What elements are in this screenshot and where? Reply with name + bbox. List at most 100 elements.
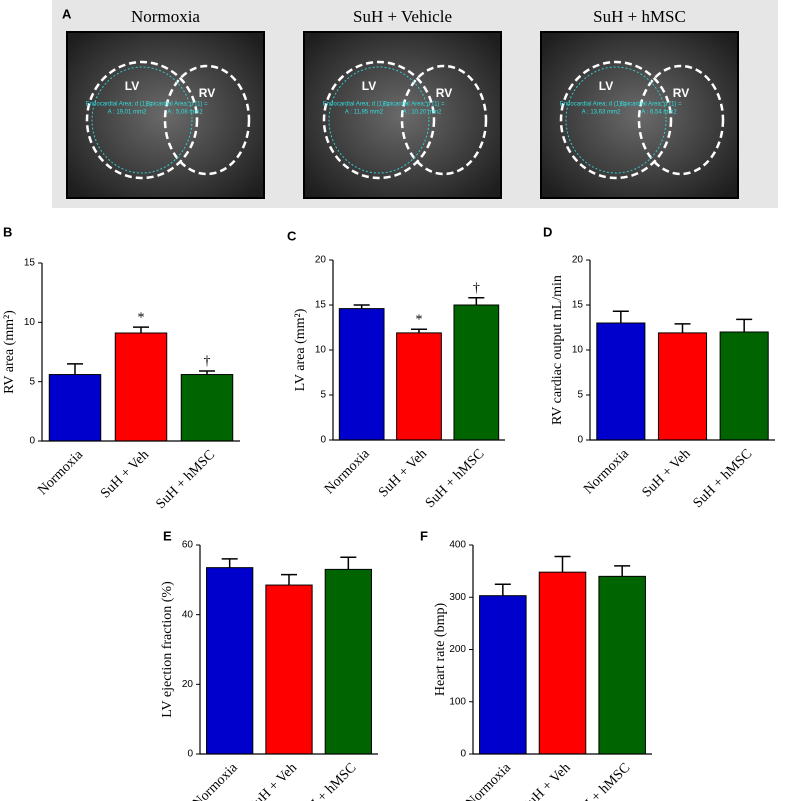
image-title: SuH + hMSC bbox=[593, 7, 686, 26]
y-tick-label: 0 bbox=[577, 435, 583, 446]
panel-label: A bbox=[62, 6, 72, 21]
x-tick-label: SuH + hMSC bbox=[423, 446, 488, 511]
y-tick-label: 400 bbox=[449, 540, 466, 551]
x-tick-label: SuH + hMSC bbox=[691, 446, 756, 511]
y-tick-label: 20 bbox=[572, 255, 584, 266]
measurement-note: Endocardial Area; d (1) = bbox=[560, 102, 627, 108]
significance-mark: † bbox=[473, 281, 480, 296]
measurement-note: A : 11,95 mm2 bbox=[345, 110, 384, 116]
y-tick-label: 0 bbox=[320, 435, 326, 446]
lv-outline bbox=[559, 60, 673, 180]
y-tick-label: 10 bbox=[24, 317, 36, 328]
lv-outline bbox=[85, 60, 199, 180]
error-bar bbox=[468, 297, 485, 305]
measurement-note: A : 13,63 mm2 bbox=[582, 110, 621, 116]
x-tick-label: SuH + hMSC bbox=[569, 760, 634, 801]
bar bbox=[453, 304, 500, 441]
error-bar bbox=[674, 323, 691, 333]
rv-outline bbox=[163, 64, 251, 176]
y-tick-label: 0 bbox=[187, 749, 193, 760]
y-tick-label: 0 bbox=[460, 749, 466, 760]
error-bar bbox=[411, 328, 427, 333]
y-tick-label: 5 bbox=[29, 376, 35, 387]
measurement-note: A : 6,54 mm2 bbox=[641, 110, 677, 116]
y-tick-label: 5 bbox=[577, 390, 583, 401]
chamber-label: LV bbox=[125, 79, 139, 93]
measurement-note: Epicardial Area; d (1) = bbox=[383, 102, 445, 108]
bar bbox=[180, 374, 234, 442]
chamber-label: LV bbox=[362, 79, 376, 93]
rv-outline bbox=[637, 64, 725, 176]
y-axis-label: Heart rate (bmp) bbox=[433, 603, 448, 697]
chamber-label: LV bbox=[599, 79, 613, 93]
image-title: SuH + Vehicle bbox=[353, 7, 452, 26]
chamber-label: RV bbox=[436, 86, 452, 100]
bar bbox=[657, 332, 708, 441]
y-tick-label: 100 bbox=[449, 696, 466, 707]
error-bar bbox=[67, 363, 83, 375]
y-tick-label: 5 bbox=[320, 390, 326, 401]
error-bar bbox=[221, 558, 238, 568]
y-tick-label: 10 bbox=[572, 345, 584, 356]
panel-label: C bbox=[287, 228, 297, 243]
axis-line bbox=[41, 263, 240, 442]
x-tick-label: Normoxia bbox=[581, 446, 632, 497]
x-tick-label: SuH + Veh bbox=[640, 446, 694, 500]
measurement-note: Endocardial Area; d (1) = bbox=[86, 102, 153, 108]
x-tick-label: Normoxia bbox=[190, 760, 241, 801]
error-bar bbox=[614, 565, 631, 577]
panel-label: D bbox=[543, 224, 552, 239]
y-axis-label: RV cardiac output mL/min bbox=[550, 275, 565, 425]
significance-mark: † bbox=[204, 354, 211, 369]
lv-trace bbox=[91, 66, 193, 174]
error-bar bbox=[199, 370, 215, 375]
lv-outline bbox=[322, 60, 436, 180]
y-tick-label: 20 bbox=[182, 679, 194, 690]
error-bar bbox=[554, 555, 571, 573]
bar bbox=[598, 575, 646, 755]
bar bbox=[596, 322, 646, 441]
axis-line bbox=[589, 260, 775, 441]
y-tick-label: 60 bbox=[182, 540, 194, 551]
error-bar bbox=[133, 326, 149, 334]
error-bar bbox=[736, 318, 753, 332]
significance-mark: * bbox=[416, 313, 423, 328]
y-tick-label: 15 bbox=[572, 300, 584, 311]
axis-line bbox=[472, 545, 652, 755]
bar bbox=[324, 568, 372, 755]
y-tick-label: 20 bbox=[315, 255, 327, 266]
bar bbox=[479, 595, 527, 755]
y-tick-label: 300 bbox=[449, 592, 466, 603]
error-bar bbox=[340, 556, 357, 570]
measurement-note: Epicardial Area; d (1) = bbox=[146, 102, 208, 108]
x-tick-label: SuH + hMSC bbox=[295, 760, 360, 801]
lv-trace bbox=[328, 66, 430, 174]
x-tick-label: Normoxia bbox=[35, 447, 86, 498]
y-tick-label: 0 bbox=[29, 436, 35, 447]
x-tick-label: Normoxia bbox=[463, 760, 514, 801]
error-bar bbox=[612, 310, 629, 323]
y-axis-label: LV area (mm²) bbox=[293, 308, 308, 391]
error-bar bbox=[494, 583, 511, 596]
rv-outline bbox=[400, 64, 488, 176]
x-tick-label: Normoxia bbox=[322, 446, 373, 497]
chamber-label: RV bbox=[673, 86, 689, 100]
y-tick-label: 200 bbox=[449, 644, 466, 655]
panel-label: B bbox=[3, 224, 12, 239]
image-title: Normoxia bbox=[131, 7, 200, 26]
significance-mark: * bbox=[138, 310, 145, 325]
bar bbox=[396, 332, 442, 441]
x-tick-label: SuH + Veh bbox=[98, 447, 152, 501]
x-tick-label: SuH + Veh bbox=[520, 760, 574, 801]
bar bbox=[338, 308, 385, 441]
panel-label: F bbox=[420, 528, 428, 543]
measurement-note: Epicardial Area; d (1) = bbox=[620, 102, 682, 108]
x-tick-label: SuH + hMSC bbox=[153, 447, 218, 512]
y-axis-label: RV area (mm²) bbox=[2, 310, 17, 394]
y-tick-label: 10 bbox=[315, 345, 327, 356]
measurement-note: A : 19,01 mm2 bbox=[108, 110, 147, 116]
x-tick-label: SuH + Veh bbox=[246, 760, 300, 801]
bar bbox=[48, 374, 102, 442]
axis-line bbox=[199, 545, 378, 755]
measurement-note: A : 5,08 mm2 bbox=[167, 110, 203, 116]
